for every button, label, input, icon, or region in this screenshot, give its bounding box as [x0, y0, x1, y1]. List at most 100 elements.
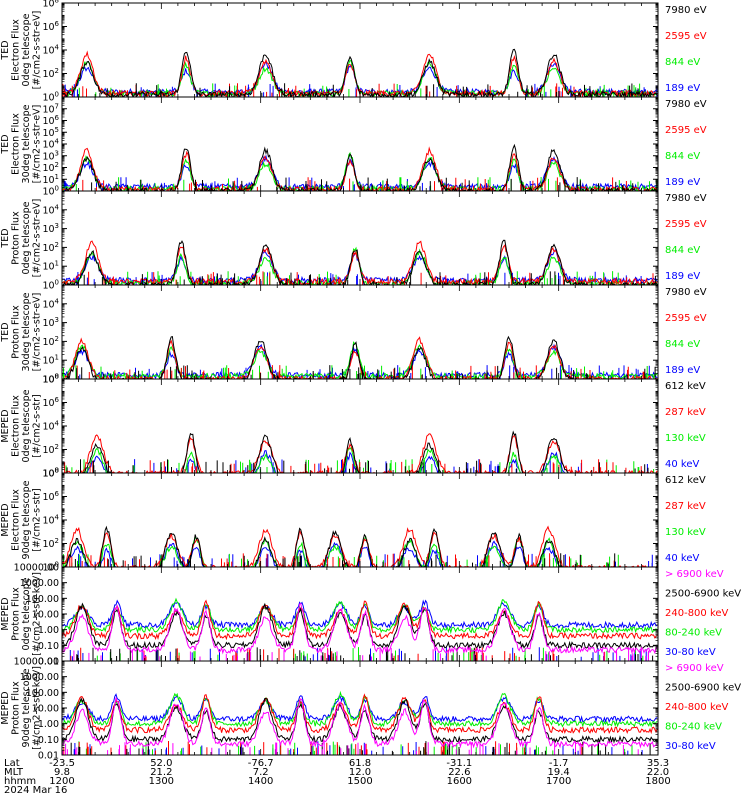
bottom-axis-value: 7.2 — [253, 767, 269, 778]
series-spikes-2 — [76, 647, 654, 661]
bottom-axis-value: 1600 — [447, 776, 472, 787]
legend-entry: 2500-6900 keV — [665, 683, 741, 694]
series-line-3 — [62, 446, 658, 473]
y-axis-label: TEDElectron Flux0deg telescope[#/cm2-s-s… — [0, 11, 43, 90]
series-line-5 — [62, 599, 658, 630]
bottom-axis-value: 1500 — [347, 776, 372, 787]
legend-entry: > 6900 keV — [665, 569, 724, 580]
legend-entry: 287 keV — [665, 407, 706, 418]
legend-entry: 40 keV — [665, 553, 699, 564]
series-line-1 — [62, 697, 658, 749]
series-line-3 — [62, 693, 658, 735]
y-tick-label: 104 — [42, 514, 59, 527]
bottom-axis-value: 1200 — [49, 776, 74, 787]
panel-2-plot-area — [62, 143, 658, 191]
y-tick-label: 104 — [42, 203, 59, 216]
y-axis-label-line: Electron Flux — [11, 113, 22, 175]
y-tick-label: 106 — [42, 490, 59, 503]
date-label: 2024 Mar 16 — [4, 785, 67, 796]
legend-entry: 7980 eV — [665, 99, 707, 110]
bottom-row-label: Lat — [4, 758, 20, 769]
y-tick-label: 103 — [42, 222, 59, 235]
y-axis-label-line: [#/cm2-s-str-eV] — [32, 105, 43, 184]
y-axis-label-line: MEPED — [0, 503, 11, 536]
legend-entry: 80-240 keV — [665, 722, 722, 733]
y-tick-label: 10.00 — [32, 704, 59, 715]
legend-entry: 2595 eV — [665, 31, 707, 42]
legend-entry: 844 eV — [665, 245, 700, 256]
y-tick-label: 1.00 — [38, 719, 59, 730]
y-tick-label: 100.00 — [26, 594, 59, 605]
y-axis-label-line: [#/cm2-s-str-eV] — [32, 199, 43, 278]
legend-entry: 240-800 keV — [665, 608, 729, 619]
y-axis-label-line: TED — [0, 134, 11, 154]
y-tick-label: 108 — [42, 373, 59, 386]
series-spikes-1 — [73, 647, 649, 661]
legend-entry: 240-800 keV — [665, 702, 729, 713]
y-tick-label: 0.10 — [38, 735, 59, 746]
y-tick-label: 100 — [42, 185, 59, 198]
panel-7-plot-area — [62, 597, 658, 661]
bottom-axis-value: 22.6 — [448, 767, 470, 778]
panel-frame — [61, 378, 659, 474]
bottom-axis-value: 9.8 — [54, 767, 70, 778]
bottom-axis-value: 35.3 — [647, 758, 669, 769]
y-axis-label-line: [#/cm2-s-str] — [32, 394, 43, 457]
y-axis-label-line: MEPED — [0, 597, 11, 630]
legend-entry: 7980 eV — [665, 5, 707, 16]
series-line-1 — [62, 602, 658, 655]
y-tick-label: 1000.00 — [20, 672, 59, 683]
legend-entry: 7980 eV — [665, 193, 707, 204]
series-spikes-2 — [62, 83, 631, 97]
legend-entry: 2500-6900 keV — [665, 589, 741, 600]
series-line-5 — [62, 693, 658, 724]
panel-frame — [61, 96, 659, 192]
panel-frame — [61, 2, 659, 98]
legend-entry: 189 eV — [665, 177, 700, 188]
series-spikes-1 — [99, 83, 652, 97]
bottom-axis-value: 1400 — [248, 776, 273, 787]
series-line-4 — [62, 690, 658, 728]
legend-entry: 2595 eV — [665, 125, 707, 136]
legend-entry: 2595 eV — [665, 313, 707, 324]
y-axis-label-line: [#/cm2-s-str-keV] — [32, 572, 43, 656]
panel-3-plot-area — [62, 239, 658, 285]
y-axis-label-line: TED — [0, 322, 11, 342]
bottom-axis-value: -23.5 — [49, 758, 75, 769]
series-spikes-1 — [62, 459, 649, 473]
legend-entry: 612 keV — [665, 381, 706, 392]
series-spikes-2 — [65, 271, 654, 285]
y-axis-label-line: 0deg telescope — [21, 577, 32, 650]
bottom-axis-value: 12.0 — [349, 767, 371, 778]
legend-entry: 130 keV — [665, 433, 706, 444]
y-tick-label: 103 — [42, 316, 59, 329]
series-spikes-1 — [67, 365, 656, 379]
panel-1-plot-area — [62, 48, 658, 97]
y-tick-label: 102 — [42, 335, 59, 348]
y-axis-label-line: [#/cm2-s-str] — [32, 488, 43, 551]
panel-5-plot-area — [62, 430, 658, 473]
legend-entry: 7980 eV — [665, 287, 707, 298]
y-tick-label: 0.01 — [38, 751, 59, 762]
legend-entry: 189 eV — [665, 83, 700, 94]
y-tick-label: 10000.00 — [14, 563, 59, 574]
y-tick-label: 101 — [42, 260, 59, 273]
series-spikes-3 — [63, 553, 619, 567]
series-line-3 — [62, 599, 658, 641]
y-tick-label: 10.00 — [32, 610, 59, 621]
panel-8-plot-area — [62, 690, 658, 755]
y-tick-label: 104 — [42, 44, 59, 57]
y-axis-label: TEDProton Flux0deg telescope[#/cm2-s-str… — [0, 199, 43, 278]
series-spikes-2 — [82, 177, 627, 191]
y-tick-label: 108 — [42, 0, 59, 10]
y-tick-label: 108 — [42, 467, 59, 480]
legend-entry: 189 eV — [665, 271, 700, 282]
bottom-row-label: hhmm — [4, 776, 36, 787]
y-axis-label: MEPEDElectron Flux90deg telescope[#/cm2-… — [0, 480, 43, 559]
bottom-row-label: MLT — [4, 767, 24, 778]
